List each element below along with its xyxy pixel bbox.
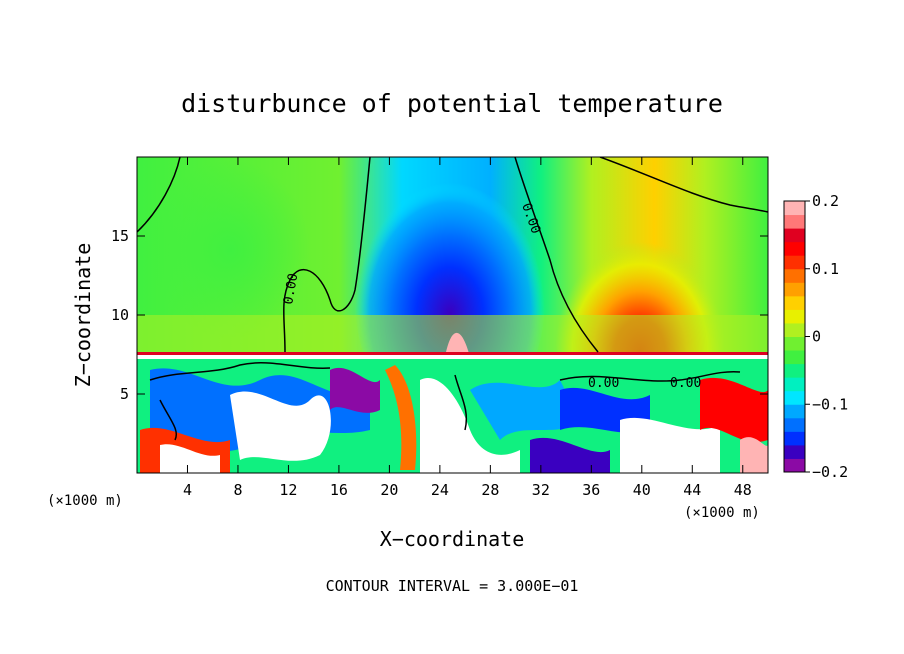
green-region bbox=[150, 160, 310, 340]
colorbar-swatch bbox=[784, 404, 805, 419]
x-axis-unit: (×1000 m) bbox=[684, 505, 760, 521]
colorbar-swatch bbox=[784, 417, 805, 432]
y-tick-label: 10 bbox=[111, 306, 129, 324]
contour-line bbox=[514, 157, 599, 353]
colorbar-tick-label: 0.1 bbox=[812, 260, 839, 278]
colorbar-ticks: 0.2 0.1 0 −0.1 −0.2 bbox=[805, 192, 848, 481]
x-axis: 4 8 12 16 20 24 28 32 36 40 44 48 bbox=[183, 157, 752, 499]
colorbar-swatch bbox=[784, 201, 805, 216]
colorbar-swatch bbox=[784, 350, 805, 365]
x-tick-label: 36 bbox=[582, 481, 600, 499]
colorbar-swatch bbox=[784, 390, 805, 405]
colorbar-swatch bbox=[784, 336, 805, 351]
y-axis-label: Z−coordinate bbox=[71, 243, 95, 388]
contour-line bbox=[149, 362, 741, 382]
x-tick-label: 12 bbox=[279, 481, 297, 499]
x-tick-label: 40 bbox=[633, 481, 651, 499]
contour-line bbox=[599, 157, 768, 213]
x-tick-label: 20 bbox=[380, 481, 398, 499]
contour-line bbox=[137, 157, 181, 233]
colorbar-swatch bbox=[784, 214, 805, 229]
contour-label: 0.00 bbox=[281, 272, 301, 305]
colorbar-tick-label: 0 bbox=[812, 328, 821, 346]
colorbar-swatch bbox=[784, 431, 805, 446]
x-tick-label: 8 bbox=[233, 481, 242, 499]
y-axis: 5 10 15 bbox=[111, 227, 768, 403]
contour-interval-text: CONTOUR INTERVAL = 3.000E−01 bbox=[326, 577, 579, 595]
y-tick-label: 15 bbox=[111, 227, 129, 245]
x-tick-label: 16 bbox=[330, 481, 348, 499]
colorbar-swatch bbox=[784, 228, 805, 243]
x-tick-label: 48 bbox=[734, 481, 752, 499]
colorbar-swatch bbox=[784, 458, 805, 473]
x-tick-label: 4 bbox=[183, 481, 192, 499]
layer-boundary bbox=[137, 354, 768, 360]
layer-boundary-red bbox=[137, 352, 768, 355]
colorbar-swatch bbox=[784, 363, 805, 378]
y-tick-label: 5 bbox=[120, 385, 129, 403]
colorbar-tick-label: −0.1 bbox=[812, 395, 848, 413]
x-axis-label: X−coordinate bbox=[380, 527, 525, 551]
colorbar-swatch bbox=[784, 444, 805, 459]
contour-label: 0.00 bbox=[670, 376, 701, 391]
colorbar-swatch bbox=[784, 295, 805, 310]
colorbar-tick-label: 0.2 bbox=[812, 192, 839, 210]
colorbar-tick-label: −0.2 bbox=[812, 463, 848, 481]
contour-line bbox=[283, 157, 371, 353]
colorbar-swatch bbox=[784, 268, 805, 283]
colorbar-swatch bbox=[784, 322, 805, 337]
contour-line bbox=[159, 374, 467, 441]
contour-label: 0.00 bbox=[588, 376, 619, 391]
x-tick-label: 28 bbox=[481, 481, 499, 499]
x-tick-label: 32 bbox=[532, 481, 550, 499]
colorbar-swatch bbox=[784, 255, 805, 270]
contour-lines bbox=[137, 157, 768, 441]
temperature-field bbox=[137, 157, 768, 473]
warm-plume bbox=[445, 332, 470, 357]
turbulent-structures bbox=[140, 365, 768, 473]
colorbar-swatch bbox=[784, 309, 805, 324]
x-tick-label: 24 bbox=[431, 481, 449, 499]
colorbar-swatch bbox=[784, 282, 805, 297]
colorbar bbox=[784, 201, 805, 473]
x-tick-label: 44 bbox=[683, 481, 701, 499]
colorbar-swatch bbox=[784, 241, 805, 256]
chart-title: disturbunce of potential temperature bbox=[181, 89, 723, 118]
y-axis-unit: (×1000 m) bbox=[47, 493, 123, 509]
colorbar-swatch bbox=[784, 377, 805, 392]
